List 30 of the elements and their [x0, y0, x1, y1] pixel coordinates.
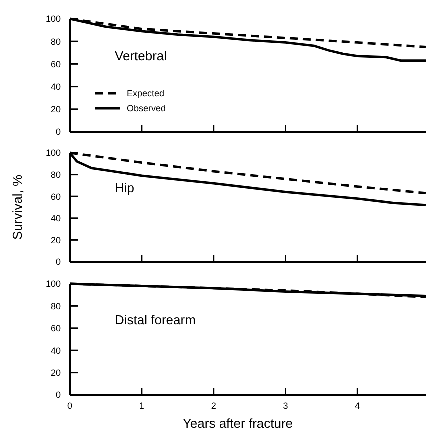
y-tick-label: 0 [56, 257, 61, 268]
y-tick-label: 80 [50, 36, 61, 47]
y-tick-label: 40 [50, 214, 61, 224]
y-axis-title: Survival, % [10, 174, 25, 240]
x-tick-label: 3 [283, 401, 288, 411]
y-tick-label: 100 [46, 14, 61, 24]
text: Hip [115, 180, 135, 196]
y-tick-label: 40 [50, 346, 61, 356]
legend-label: Expected [127, 88, 165, 99]
y-tick-label: 20 [50, 235, 61, 246]
y-tick-label: 60 [50, 59, 61, 70]
text: Vertebral [115, 48, 168, 64]
x-tick-label: 0 [67, 401, 73, 411]
x-tick-label: 2 [211, 401, 216, 411]
legend-label: Observed [127, 104, 166, 114]
y-tick-label: 60 [50, 324, 61, 334]
x-axis-title: Years after fracture [182, 416, 294, 431]
y-tick-label: 80 [50, 301, 61, 312]
y-tick-label: 100 [46, 279, 61, 290]
y-tick-label: 20 [50, 104, 61, 115]
y-tick-label: 0 [56, 390, 61, 400]
text: Distal forearm [115, 312, 196, 328]
y-tick-label: 0 [56, 127, 61, 138]
y-tick-label: 40 [50, 82, 61, 92]
y-tick-label: 100 [46, 148, 61, 158]
x-tick-label: 1 [139, 401, 144, 411]
y-tick-label: 80 [50, 170, 61, 180]
y-tick-label: 20 [50, 368, 61, 378]
x-tick-label: 4 [355, 401, 360, 411]
y-tick-label: 60 [50, 192, 61, 202]
